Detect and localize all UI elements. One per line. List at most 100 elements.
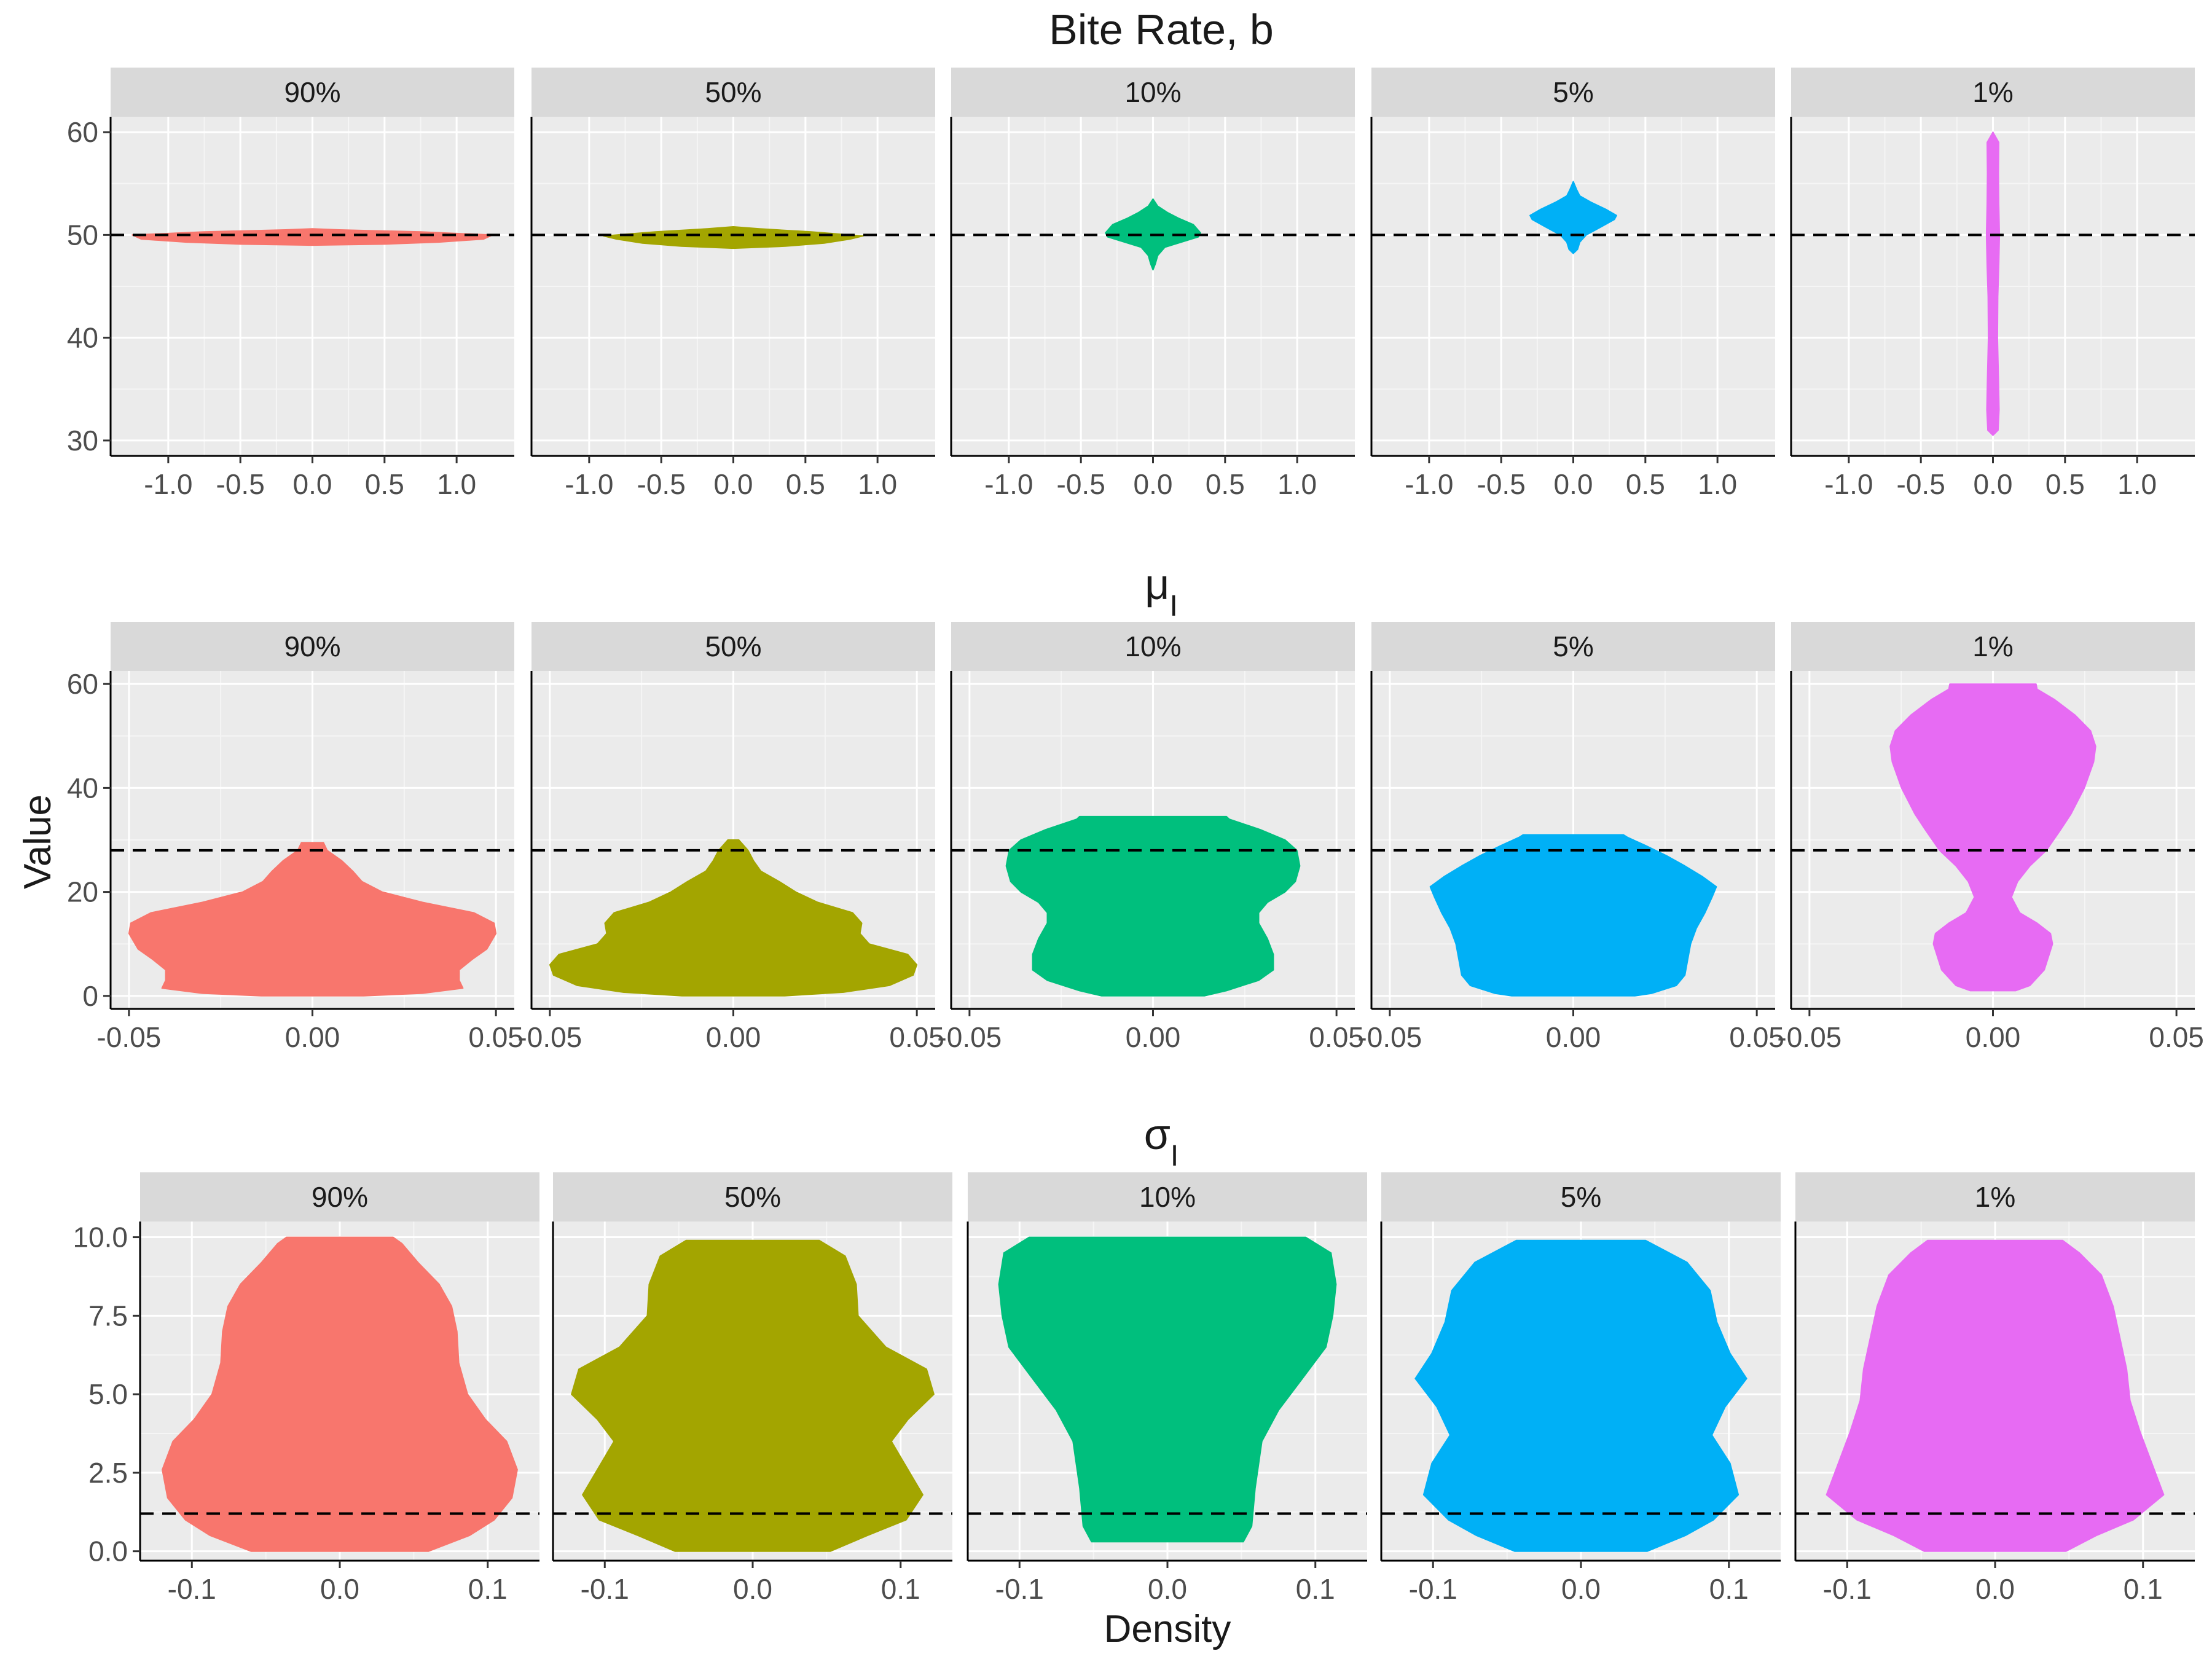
strip-background (531, 622, 935, 671)
x-tick-label: 0.5 (2045, 468, 2085, 500)
violin-50% (571, 1239, 935, 1552)
x-tick-label: 1.0 (858, 468, 897, 500)
panel-50%: 50% -0.05 0.00 0.05 (517, 622, 944, 1053)
x-tick-label: 0.00 (706, 1021, 761, 1053)
x-tick-label: 0.00 (1126, 1021, 1181, 1053)
x-tick-label: -0.5 (1897, 468, 1945, 500)
x-tick-label: 1.0 (2117, 468, 2157, 500)
x-tick-label: 0.5 (1626, 468, 1665, 500)
y-tick-label: 2.5 (88, 1457, 128, 1489)
violin-1% (1826, 1239, 2165, 1552)
strip-background (531, 68, 935, 117)
facet-row-1: Bite Rate, b 90% -1.0 -0.5 0.0 0.5 1.0 30 40 50 60… (67, 6, 2195, 500)
x-tick-label: 0.0 (733, 1573, 772, 1605)
panel-5%: 5% -0.1 0.0 0.1 (1380, 1172, 1781, 1605)
x-tick-label: -0.5 (1057, 468, 1105, 500)
x-tick-label: 0.5 (1206, 468, 1245, 500)
violin-50% (549, 839, 918, 997)
violin-90% (128, 842, 497, 997)
strip-background (111, 68, 514, 117)
x-tick-label: 1.0 (1698, 468, 1737, 500)
x-tick-label: 0.1 (2124, 1573, 2163, 1605)
x-tick-label: -0.05 (96, 1021, 161, 1053)
strip-background (111, 622, 514, 671)
strip-label: 90% (312, 1181, 368, 1213)
strip-background (1791, 68, 2195, 117)
facet-row-3: σI 90% -0.1 0.0 0.1 0.0 2.5 5.0 7.5 10.0 50% -0.1 0.… (73, 1110, 2195, 1605)
strip-label: 10% (1124, 630, 1181, 662)
x-tick-label: 0.05 (1729, 1021, 1784, 1053)
x-tick-label: 0.0 (714, 468, 753, 500)
x-tick-label: 0.00 (285, 1021, 340, 1053)
x-tick-label: 0.00 (1546, 1021, 1601, 1053)
x-tick-label: 0.1 (1709, 1573, 1749, 1605)
x-tick-label: 0.0 (1148, 1573, 1187, 1605)
x-tick-label: 0.0 (1554, 468, 1593, 500)
y-tick-label: 0.0 (88, 1535, 128, 1567)
panel-1%: 1% -0.1 0.0 0.1 (1794, 1172, 2195, 1605)
row-title: μI (1145, 560, 1178, 622)
panel-1%: 1% -0.05 0.00 0.05 (1777, 622, 2204, 1053)
y-tick-label: 7.5 (88, 1300, 128, 1332)
y-tick-label: 40 (67, 772, 98, 804)
x-tick-label: 0.05 (468, 1021, 524, 1053)
panel-1%: 1% -1.0 -0.5 0.0 0.5 1.0 (1790, 68, 2195, 500)
x-tick-label: 0.0 (1975, 1573, 2015, 1605)
y-tick-label: 20 (67, 876, 98, 908)
x-tick-label: 1.0 (1277, 468, 1317, 500)
panel-10%: 10% -0.05 0.00 0.05 (937, 622, 1364, 1053)
x-tick-label: 0.1 (1296, 1573, 1335, 1605)
x-tick-label: 0.0 (1561, 1573, 1601, 1605)
x-tick-label: 0.0 (293, 468, 332, 500)
strip-label: 5% (1553, 630, 1593, 662)
strip-label: 1% (1972, 76, 2013, 108)
x-tick-label: 0.1 (468, 1573, 508, 1605)
x-tick-label: 0.05 (2149, 1021, 2204, 1053)
y-tick-label: 5.0 (88, 1378, 128, 1410)
strip-background (1795, 1172, 2195, 1222)
y-tick-label: 30 (67, 425, 98, 457)
x-tick-label: 0.00 (1966, 1021, 2021, 1053)
x-tick-label: 1.0 (437, 468, 476, 500)
y-axis-title: Value (17, 794, 59, 889)
x-tick-label: -1.0 (144, 468, 192, 500)
x-tick-label: -1.0 (984, 468, 1033, 500)
strip-label: 1% (1975, 1181, 2015, 1213)
x-tick-label: 0.1 (881, 1573, 920, 1605)
y-tick-label: 50 (67, 219, 98, 251)
violin-5% (1414, 1239, 1747, 1552)
violin-1% (1889, 683, 2096, 992)
strip-background (951, 622, 1355, 671)
x-tick-label: -0.05 (517, 1021, 582, 1053)
violin-5% (1429, 834, 1717, 997)
strip-label: 10% (1124, 76, 1181, 108)
row-title: Bite Rate, b (1049, 6, 1274, 53)
x-tick-label: -0.5 (637, 468, 686, 500)
row-title-subscript: I (1171, 1140, 1179, 1172)
x-tick-label: -0.1 (1409, 1573, 1457, 1605)
x-tick-label: -0.05 (1357, 1021, 1422, 1053)
strip-background (1371, 68, 1775, 117)
x-tick-label: 0.05 (889, 1021, 944, 1053)
x-tick-label: -0.1 (168, 1573, 216, 1605)
row-title-subscript: I (1170, 590, 1178, 622)
strip-label: 50% (705, 630, 761, 662)
x-tick-label: -0.1 (581, 1573, 629, 1605)
strip-label: 10% (1139, 1181, 1196, 1213)
violin-50% (603, 226, 864, 249)
x-tick-label: -0.05 (937, 1021, 1002, 1053)
y-tick-label: 0 (82, 980, 98, 1012)
x-tick-label: 0.5 (786, 468, 825, 500)
strip-background (951, 68, 1355, 117)
strip-background (1791, 622, 2195, 671)
panel-90%: 90% -0.05 0.00 0.05 0 20 40 60 (67, 622, 524, 1053)
row-title: σI (1144, 1110, 1179, 1172)
y-tick-label: 40 (67, 322, 98, 354)
x-tick-label: -0.1 (995, 1573, 1044, 1605)
panel-90%: 90% -0.1 0.0 0.1 0.0 2.5 5.0 7.5 10.0 (73, 1172, 539, 1605)
violin-90% (162, 1236, 518, 1552)
strip-background (1371, 622, 1775, 671)
panel-5%: 5% -1.0 -0.5 0.0 0.5 1.0 (1370, 68, 1775, 500)
panel-50%: 50% -1.0 -0.5 0.0 0.5 1.0 (530, 68, 935, 500)
panel-10%: 10% -0.1 0.0 0.1 (967, 1172, 1367, 1605)
